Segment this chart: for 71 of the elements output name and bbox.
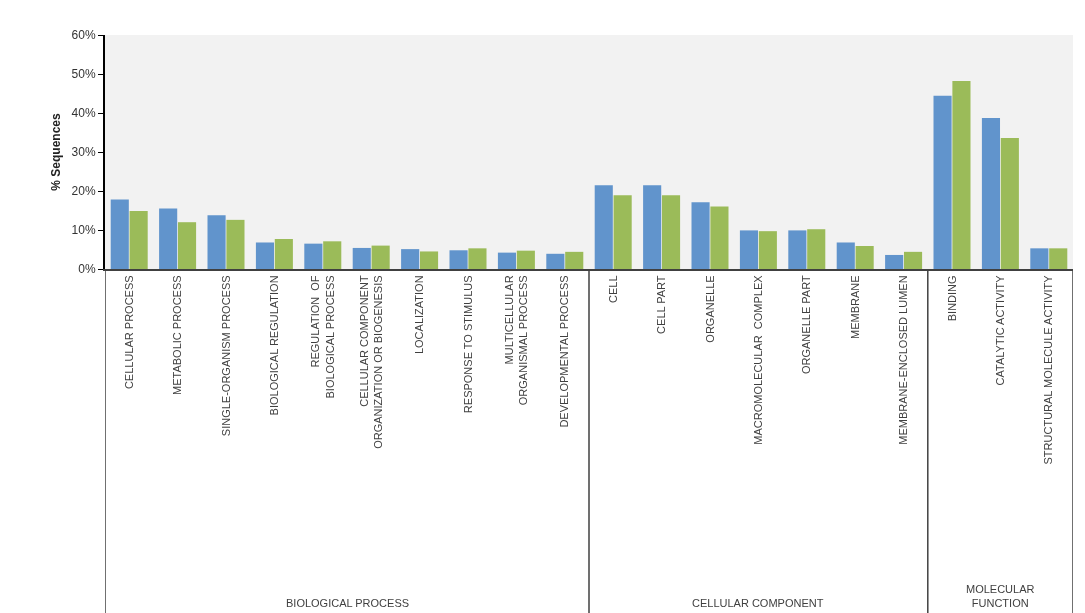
bar xyxy=(304,243,323,269)
bar xyxy=(691,202,710,269)
bar xyxy=(497,252,517,269)
text: MOLECULAR FUNCTION xyxy=(966,583,1035,610)
bar xyxy=(226,219,245,269)
bar xyxy=(885,254,904,269)
bar xyxy=(207,215,226,269)
x-tick-label: CATALYTIC ACTIVITY xyxy=(993,274,1006,386)
x-tick-label: BIOLOGICAL REGULATION xyxy=(267,275,280,416)
bar xyxy=(159,208,178,269)
bar xyxy=(903,251,923,269)
y-tick-label: 50% xyxy=(71,67,96,82)
bar xyxy=(110,199,129,269)
x-tick-label: BINDING xyxy=(945,275,958,322)
bar xyxy=(274,238,293,269)
y-tick-label: 60% xyxy=(71,28,96,43)
x-tick-label: ORGANELLE xyxy=(703,275,716,343)
bar xyxy=(419,251,439,269)
bar xyxy=(516,250,535,269)
bar xyxy=(855,245,874,269)
y-axis-title: % Sequences xyxy=(49,112,64,191)
y-tick-label: 20% xyxy=(71,184,96,199)
bar xyxy=(468,248,487,269)
x-tick-label: MULTICELLULAR ORGANISMAL PROCESS xyxy=(502,275,530,406)
x-tick-label: CELLULAR PROCESS xyxy=(122,275,135,390)
x-tick-label: MEMBRANE-ENCLOSED LUMEN xyxy=(897,275,910,445)
x-tick-label: LOCALIZATION xyxy=(413,275,426,355)
bar xyxy=(323,241,342,269)
bar xyxy=(352,247,371,269)
y-tick-label: 30% xyxy=(71,145,96,160)
x-tick-label: CELL xyxy=(606,275,619,303)
bar xyxy=(177,222,197,269)
x-tick-label: DEVELOPMENTAL PROCESS xyxy=(558,275,571,428)
x-tick-label: MACROMOLECULAR COMPLEX xyxy=(751,274,764,445)
bar xyxy=(255,242,275,269)
text: BIOLOGICAL PROCESS xyxy=(286,597,410,609)
bar xyxy=(807,229,826,269)
bar xyxy=(981,118,1001,269)
bar xyxy=(546,253,565,269)
bar xyxy=(129,210,148,269)
y-tick-label: 0% xyxy=(78,262,96,277)
bar xyxy=(594,185,613,269)
bar xyxy=(1049,248,1068,269)
x-tick-label: STRUCTURAL MOLECULE ACTIVITY xyxy=(1042,274,1055,465)
bar xyxy=(661,195,681,269)
bar xyxy=(643,185,662,269)
bar xyxy=(1000,137,1019,269)
bar xyxy=(952,81,971,269)
y-tick-label: 40% xyxy=(71,106,96,121)
text: CELLULAR COMPONENT xyxy=(692,597,824,609)
bar xyxy=(710,206,729,269)
y-tick-label: 10% xyxy=(71,223,96,238)
x-tick-label: CELL PART xyxy=(655,275,668,334)
x-tick-label: RESPONSE TO STIMULUS xyxy=(461,275,474,414)
bar xyxy=(565,251,584,269)
bar xyxy=(1030,248,1049,269)
bar xyxy=(788,230,807,269)
bar xyxy=(739,230,759,269)
bar xyxy=(371,245,390,269)
x-tick-label: MEMBRANE xyxy=(848,275,861,339)
bar xyxy=(836,242,855,269)
x-tick-label: CELLULAR COMPONENT ORGANIZATION OR BIOGENESIS xyxy=(357,275,384,449)
x-tick-label: METABOLIC PROCESS xyxy=(171,275,184,396)
x-tick-label: REGULATION OF BIOLOGICAL PROCESS xyxy=(309,275,336,399)
bar xyxy=(933,95,952,269)
bar xyxy=(401,249,420,269)
x-tick-label: SINGLE-ORGANISM PROCESS xyxy=(219,275,232,437)
bar xyxy=(449,250,468,269)
bar xyxy=(613,195,632,269)
x-tick-label: ORGANELLE PART xyxy=(800,275,813,375)
bar xyxy=(758,231,777,269)
